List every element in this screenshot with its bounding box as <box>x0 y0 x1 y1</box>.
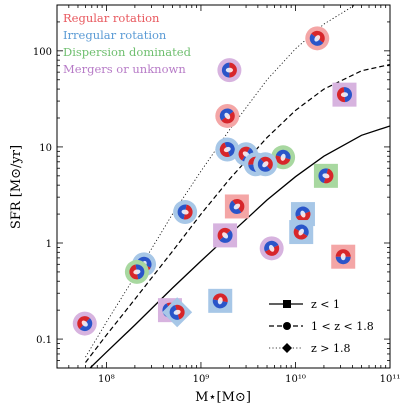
velocity-map-red <box>229 62 237 78</box>
data-point <box>332 82 357 107</box>
velocity-map-center <box>340 92 349 98</box>
y-tick-label: 10 <box>39 143 52 154</box>
data-point <box>72 311 97 336</box>
data-point <box>289 220 314 245</box>
velocity-map-center <box>181 209 189 215</box>
x-axis-title: M⋆[M⊙] <box>195 390 251 405</box>
data-points <box>72 26 357 336</box>
type-label: Regular rotation <box>63 11 160 25</box>
data-point <box>217 58 242 83</box>
legend-circle-marker <box>283 322 291 330</box>
velocity-map-center <box>225 67 234 73</box>
data-point <box>173 200 198 225</box>
data-point <box>259 236 284 261</box>
velocity-map-center <box>298 228 305 236</box>
data-point <box>213 223 238 248</box>
velocity-map-center <box>223 146 231 153</box>
velocity-map-center <box>262 161 269 168</box>
model-curve-dotted <box>85 5 356 358</box>
velocity-map-red <box>335 249 351 257</box>
y-tick-label: 100 <box>33 47 52 58</box>
velocity-map-center <box>173 309 181 315</box>
type-label: Mergers or unknown <box>63 62 186 76</box>
legend-square-marker <box>283 300 291 308</box>
velocity-map-center <box>280 153 286 161</box>
y-axis-title: SFR [M⊙/yr] <box>9 145 24 229</box>
plot-area <box>56 4 391 369</box>
legend-label: z < 1 <box>311 298 340 311</box>
data-point <box>124 259 149 284</box>
velocity-map-center <box>322 173 330 179</box>
data-point <box>208 288 233 313</box>
velocity-map-center <box>224 112 231 120</box>
data-point <box>224 194 249 219</box>
axis-ticks <box>56 4 391 369</box>
velocity-map-center <box>300 210 306 218</box>
velocity-map-center <box>81 320 88 327</box>
type-label: Dispersion dominated <box>63 45 192 59</box>
velocity-map-center <box>217 297 223 305</box>
x-tick-label: 10¹⁰ <box>285 374 306 385</box>
y-tick-label: 1 <box>46 239 52 250</box>
x-tick-label: 10¹¹ <box>380 374 401 385</box>
type-label: Irregular rotation <box>63 28 167 42</box>
data-point <box>253 152 278 177</box>
legend-label: z > 1.8 <box>311 342 351 355</box>
velocity-map-center <box>340 253 346 261</box>
data-point <box>331 244 356 269</box>
x-tick-label: 10⁸ <box>98 374 115 385</box>
velocity-map-center <box>133 269 141 275</box>
axis-tick-labels: 10⁸ 10⁹ 10¹⁰ 10¹¹ 0.1 1 10 100 <box>33 47 400 385</box>
velocity-map-center <box>233 203 241 210</box>
data-point <box>305 26 330 51</box>
data-point <box>162 297 193 328</box>
galaxy-type-labels: Regular rotation Irregular rotation Disper… <box>63 11 192 76</box>
legend-diamond-marker <box>282 343 292 353</box>
data-point <box>313 163 338 188</box>
legend-label: 1 < z < 1.8 <box>311 320 374 333</box>
velocity-map-blue <box>335 256 351 265</box>
velocity-map-center <box>268 244 275 252</box>
velocity-map-center <box>222 232 229 239</box>
y-tick-label: 0.1 <box>36 335 52 346</box>
x-tick-label: 10⁹ <box>193 374 210 385</box>
velocity-map-center <box>314 35 321 42</box>
redshift-legend: z < 1 1 < z < 1.8 z > 1.8 <box>269 298 374 355</box>
data-point <box>215 137 240 162</box>
velocity-map-blue <box>221 62 230 78</box>
data-point <box>215 103 240 128</box>
